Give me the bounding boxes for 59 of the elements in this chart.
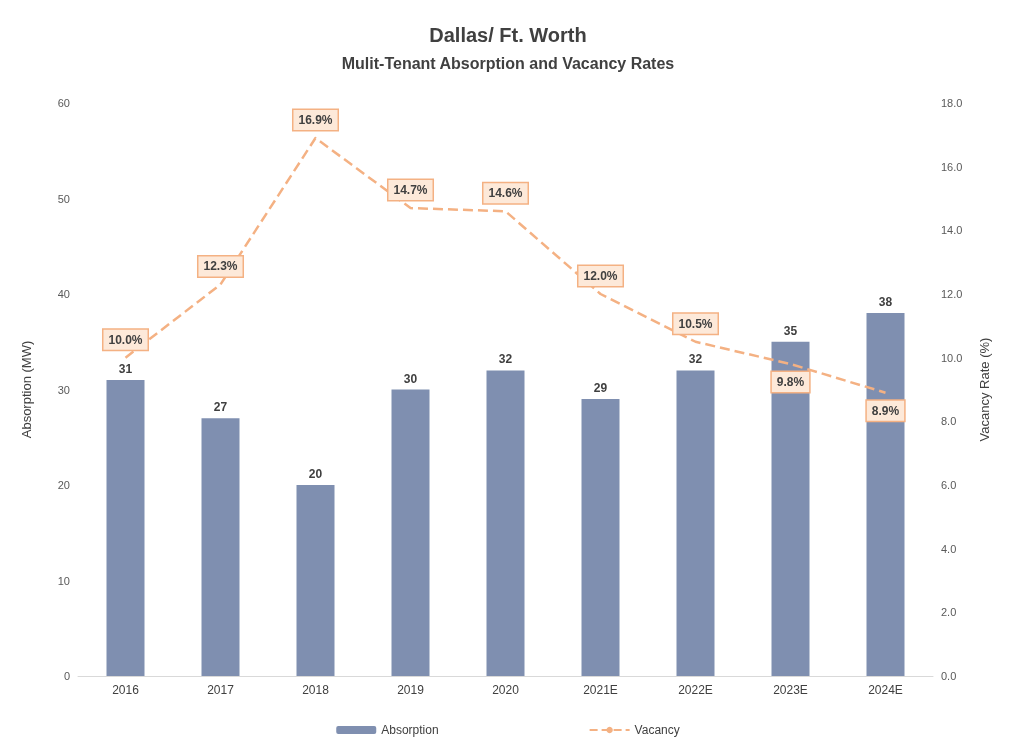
data-label: 12.3% xyxy=(203,259,238,274)
y2-tick-label: 12.0 xyxy=(941,288,963,300)
bar xyxy=(106,379,145,676)
y2-tick-label: 0.0 xyxy=(941,670,957,682)
data-label: 29 xyxy=(593,381,608,396)
data-label: 30 xyxy=(403,371,418,386)
data-label: 32 xyxy=(498,352,513,367)
data-label: 10.0% xyxy=(108,332,143,347)
bar xyxy=(581,399,620,676)
bar xyxy=(486,370,525,676)
y2-tick-label: 6.0 xyxy=(941,479,957,491)
x-tick-label: 2021E xyxy=(583,683,618,697)
x-tick-label: 2020 xyxy=(492,683,520,697)
data-label: 10.5% xyxy=(678,316,713,331)
data-label: 20 xyxy=(308,467,323,481)
y2-tick-label: 14.0 xyxy=(941,224,963,237)
bar xyxy=(201,418,240,676)
x-tick-label: 2016 xyxy=(112,683,140,697)
bar xyxy=(391,389,430,676)
legend-label: Vacancy xyxy=(634,723,680,737)
y-tick-label: 60 xyxy=(57,97,70,109)
data-label: 14.7% xyxy=(393,183,428,198)
data-label: 9.8% xyxy=(776,375,805,390)
legend-label: Absorption xyxy=(381,723,439,737)
y2-axis-title: Vacancy Rate (%) xyxy=(977,337,992,442)
bar xyxy=(771,341,810,676)
data-label: 14.6% xyxy=(488,186,523,201)
y-axis-title: Absorption (MW) xyxy=(19,340,34,439)
x-tick-label: 2023E xyxy=(773,683,808,697)
bar xyxy=(296,485,335,676)
y-tick-label: 50 xyxy=(57,192,70,205)
y-tick-label: 10 xyxy=(57,574,70,587)
y2-tick-label: 4.0 xyxy=(941,542,957,555)
bar xyxy=(866,313,905,676)
y-tick-label: 40 xyxy=(57,288,70,300)
chart-subtitle: Mulit-Tenant Absorption and Vacancy Rates xyxy=(341,54,675,72)
x-tick-label: 2024E xyxy=(868,683,903,697)
y-tick-label: 0 xyxy=(63,670,70,682)
y2-tick-label: 18.0 xyxy=(941,97,963,109)
y2-tick-label: 16.0 xyxy=(941,160,963,173)
x-tick-label: 2022E xyxy=(678,683,713,697)
x-tick-label: 2017 xyxy=(207,683,235,697)
y-tick-label: 30 xyxy=(57,383,70,396)
x-tick-label: 2018 xyxy=(302,683,330,697)
x-tick-label: 2019 xyxy=(397,683,425,697)
bar xyxy=(676,370,715,676)
data-label: 8.9% xyxy=(871,403,900,418)
y2-tick-label: 2.0 xyxy=(941,606,957,619)
y-tick-label: 20 xyxy=(57,479,70,491)
data-label: 35 xyxy=(783,323,798,338)
y2-tick-label: 8.0 xyxy=(941,415,957,428)
chart-title: Dallas/ Ft. Worth xyxy=(429,24,587,46)
data-label: 16.9% xyxy=(298,113,333,128)
data-label: 31 xyxy=(118,361,133,376)
data-label: 27 xyxy=(213,400,228,415)
data-label: 32 xyxy=(688,352,703,367)
data-label: 12.0% xyxy=(583,269,618,283)
y2-tick-label: 10.0 xyxy=(941,351,963,364)
data-label: 38 xyxy=(878,295,893,310)
